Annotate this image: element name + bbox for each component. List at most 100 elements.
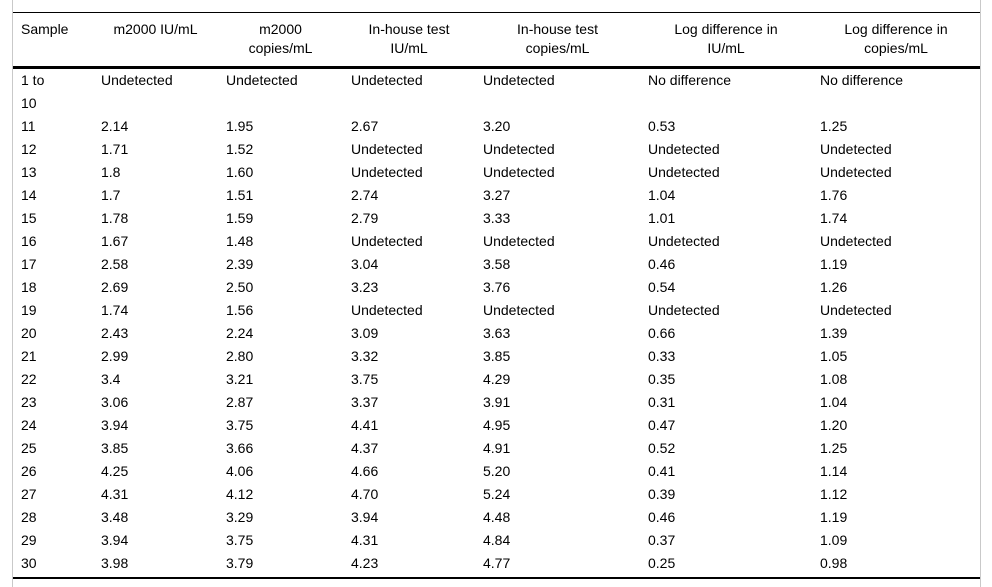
table-frame: Sample m2000 IU/mL m2000 copies/mL In-house…: [12, 0, 981, 587]
table-row: 11 2.14 1.95 2.67 3.20 0.53 1.25: [13, 115, 980, 138]
value-cell: 1.78: [101, 210, 129, 226]
value-cell: No difference: [820, 72, 904, 88]
value-cell: 2.14: [101, 118, 129, 134]
value-cell: 3.76: [483, 279, 511, 295]
value-cell: Undetected: [483, 233, 555, 249]
value-cell: Undetected: [820, 233, 892, 249]
table-row: 24 3.94 3.75 4.41 4.95 0.47 1.20: [13, 414, 980, 437]
value-cell: 1.76: [820, 187, 848, 203]
sample-cell: 16: [21, 233, 37, 249]
table-body: 1 to 10 Undetected Undetected Undetected Und…: [13, 68, 980, 579]
value-cell: 1.51: [226, 187, 254, 203]
value-cell: 3.79: [218, 552, 343, 579]
value-cell: 4.41: [351, 417, 379, 433]
value-cell: 3.33: [483, 210, 511, 226]
value-cell: Undetected: [820, 164, 892, 180]
table-row: 22 3.4 3.21 3.75 4.29 0.35 1.08: [13, 368, 980, 391]
table-row: 17 2.58 2.39 3.04 3.58 0.46 1.19: [13, 253, 980, 276]
value-cell: Undetected: [648, 164, 720, 180]
value-cell: 5.24: [483, 486, 511, 502]
sample-cell: 12: [21, 141, 37, 157]
value-cell: 1.71: [101, 141, 129, 157]
value-cell: 3.20: [483, 118, 511, 134]
sample-cell: 24: [21, 417, 37, 433]
table-row: 27 4.31 4.12 4.70 5.24 0.39 1.12: [13, 483, 980, 506]
value-cell: 4.70: [351, 486, 379, 502]
value-cell: 1.04: [648, 187, 676, 203]
sample-cell: 13: [21, 164, 37, 180]
value-cell: No difference: [648, 72, 732, 88]
value-cell: 2.50: [226, 279, 254, 295]
value-cell: 0.25: [640, 552, 812, 579]
sample-cell: 1 to 10: [21, 72, 45, 111]
value-cell: 1.19: [820, 509, 848, 525]
value-cell: Undetected: [226, 72, 298, 88]
value-cell: 0.41: [648, 463, 676, 479]
table-header: Sample m2000 IU/mL m2000 copies/mL In-house…: [13, 12, 980, 69]
sample-cell: 11: [21, 118, 36, 134]
value-cell: 4.91: [483, 440, 511, 456]
value-cell: 3.37: [351, 394, 379, 410]
value-cell: 1.04: [820, 394, 848, 410]
results-table: Sample m2000 IU/mL m2000 copies/mL In-house…: [13, 12, 980, 579]
value-cell: 1.26: [820, 279, 848, 295]
value-cell: 3.94: [351, 509, 379, 525]
value-cell: 1.08: [820, 371, 848, 387]
value-cell: 4.77: [475, 552, 640, 579]
value-cell: 1.01: [648, 210, 676, 226]
value-cell: 2.87: [226, 394, 254, 410]
value-cell: 0.37: [648, 532, 676, 548]
value-cell: 1.25: [820, 118, 848, 134]
value-cell: 0.52: [648, 440, 676, 456]
value-cell: 2.74: [351, 187, 379, 203]
value-cell: 3.29: [226, 509, 254, 525]
value-cell: 0.66: [648, 325, 676, 341]
value-cell: Undetected: [483, 72, 555, 88]
value-cell: 3.75: [226, 417, 254, 433]
sample-cell: 15: [21, 210, 37, 226]
value-cell: 4.06: [226, 463, 254, 479]
value-cell: Undetected: [648, 302, 720, 318]
value-cell: 1.05: [820, 348, 848, 364]
value-cell: Undetected: [351, 302, 423, 318]
sample-cell: 25: [21, 440, 37, 456]
table-row: 19 1.74 1.56 Undetected Undetected Undetected…: [13, 299, 980, 322]
table-row: 23 3.06 2.87 3.37 3.91 0.31 1.04: [13, 391, 980, 414]
value-cell: 3.91: [483, 394, 511, 410]
value-cell: 1.60: [226, 164, 254, 180]
sample-cell: 22: [21, 371, 37, 387]
table-row: 14 1.7 1.51 2.74 3.27 1.04 1.76: [13, 184, 980, 207]
sample-cell: 14: [21, 187, 37, 203]
column-header-1: m2000 IU/mL: [93, 12, 218, 69]
value-cell: Undetected: [483, 141, 555, 157]
table-row: 21 2.99 2.80 3.32 3.85 0.33 1.05: [13, 345, 980, 368]
value-cell: Undetected: [351, 72, 423, 88]
value-cell: 3.75: [351, 371, 379, 387]
value-cell: 4.37: [351, 440, 379, 456]
value-cell: 2.80: [226, 348, 254, 364]
table-row: 13 1.8 1.60 Undetected Undetected Undetected U…: [13, 161, 980, 184]
value-cell: 4.31: [351, 532, 379, 548]
table-row: 15 1.78 1.59 2.79 3.33 1.01 1.74: [13, 207, 980, 230]
sample-cell: 28: [21, 509, 37, 525]
value-cell: 3.06: [101, 394, 129, 410]
column-header-0: Sample: [13, 12, 93, 69]
table-row: 1 to 10 Undetected Undetected Undetected Und…: [13, 68, 980, 116]
value-cell: 0.35: [648, 371, 676, 387]
value-cell: 4.66: [351, 463, 379, 479]
table-row: 25 3.85 3.66 4.37 4.91 0.52 1.25: [13, 437, 980, 460]
value-cell: 3.94: [101, 532, 129, 548]
value-cell: 1.09: [820, 532, 848, 548]
value-cell: 0.53: [648, 118, 676, 134]
value-cell: 3.09: [351, 325, 379, 341]
value-cell: 1.74: [820, 210, 848, 226]
value-cell: 3.98: [93, 552, 218, 579]
value-cell: 1.59: [226, 210, 254, 226]
value-cell: 1.48: [226, 233, 254, 249]
value-cell: 1.20: [820, 417, 848, 433]
value-cell: 0.47: [648, 417, 676, 433]
sample-cell: 19: [21, 302, 37, 318]
value-cell: Undetected: [351, 233, 423, 249]
value-cell: 3.66: [226, 440, 254, 456]
